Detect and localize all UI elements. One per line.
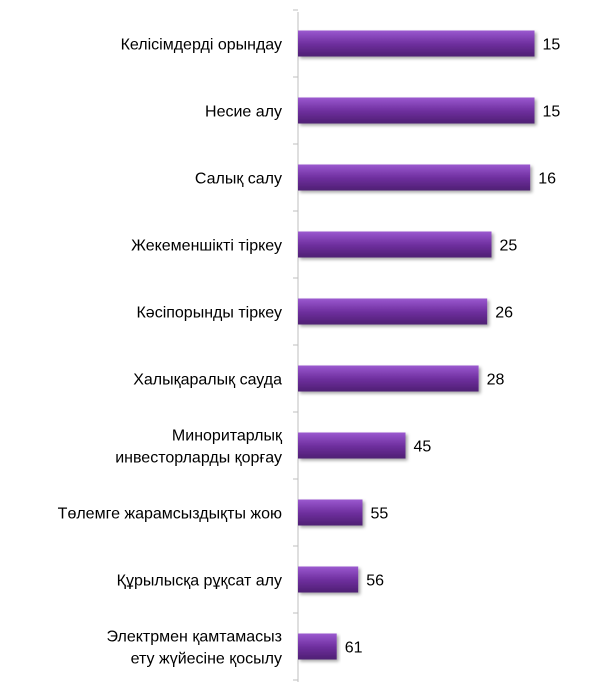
data-label: 28	[487, 372, 505, 389]
category-label: Келісімдерді орындау	[121, 37, 282, 54]
bar	[298, 499, 363, 526]
category-label-line: Кәсіпорынды тіркеу	[136, 305, 282, 322]
bar	[298, 432, 406, 459]
bar	[298, 30, 535, 57]
category-label-line: Төлемге жарамсыздықты жою	[58, 506, 282, 523]
bar	[298, 633, 337, 660]
data-label: 45	[414, 439, 432, 456]
category-label-line: Несие алу	[205, 104, 282, 121]
category-label-line: Салық салу	[195, 171, 282, 188]
category-label: Салық салу	[195, 171, 282, 188]
category-label: Жекеменшікті тіркеу	[131, 238, 282, 255]
category-label-line: Миноритарлық	[172, 428, 283, 445]
category-label-line: Халықаралық сауда	[133, 372, 282, 389]
category-label-line: Құрылысқа рұқсат алу	[117, 573, 282, 590]
bar	[298, 164, 531, 191]
data-label: 16	[538, 171, 556, 188]
data-label: 55	[371, 506, 389, 523]
bar	[298, 365, 479, 392]
category-label: Электрмен қамтамасыз ету жүйесіне қосылу	[107, 629, 282, 668]
category-label-line: Келісімдерді орындау	[121, 37, 282, 54]
bar	[298, 298, 488, 325]
data-label: 56	[366, 573, 384, 590]
bar	[298, 97, 535, 124]
category-label: Төлемге жарамсыздықты жою	[58, 506, 282, 523]
data-label: 15	[543, 104, 561, 121]
category-label: Несие алу	[205, 104, 282, 121]
data-label: 25	[500, 238, 518, 255]
data-label: 26	[495, 305, 513, 322]
category-label-line: ету жүйесіне қосылу	[131, 651, 282, 668]
bar	[298, 566, 359, 593]
category-label: Миноритарлық инвесторларды қорғау	[115, 428, 283, 467]
category-label: Құрылысқа рұқсат алу	[117, 573, 282, 590]
bar	[298, 231, 492, 258]
category-label-line: инвесторларды қорғау	[115, 450, 282, 467]
category-label-line: Жекеменшікті тіркеу	[131, 238, 282, 255]
data-label: 61	[345, 640, 363, 657]
category-label-line: Электрмен қамтамасыз	[107, 629, 282, 646]
category-label: Кәсіпорынды тіркеу	[136, 305, 282, 322]
data-label: 15	[543, 37, 561, 54]
category-label: Халықаралық сауда	[133, 372, 282, 389]
